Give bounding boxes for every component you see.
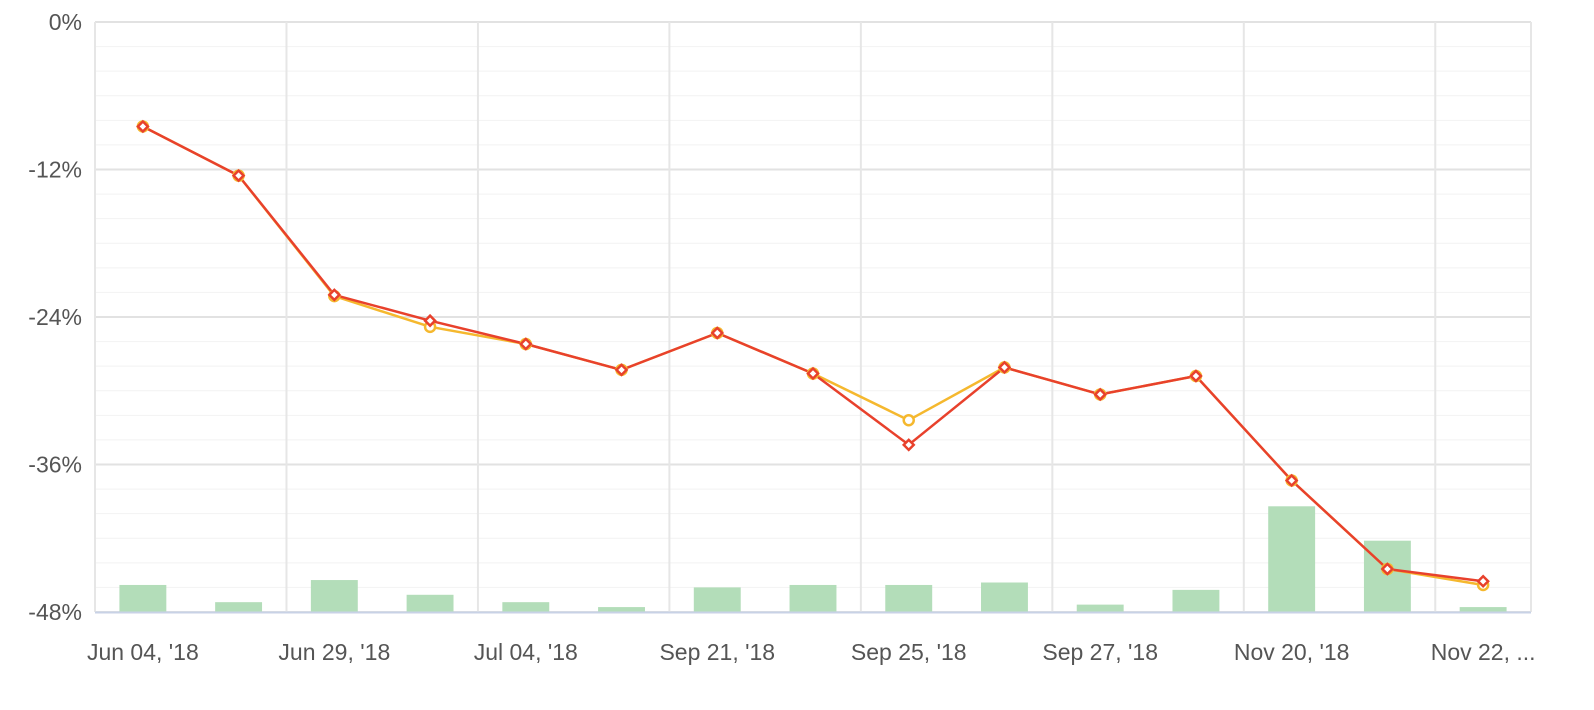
major-gridlines [95, 21, 1531, 613]
bar [1172, 589, 1220, 612]
data-point [614, 363, 629, 377]
data-point [1189, 369, 1203, 383]
data-point [902, 414, 915, 427]
bar [119, 584, 167, 612]
markers [136, 119, 1490, 592]
data-point [1093, 387, 1107, 402]
data-point [901, 438, 916, 452]
x-tick-label: Jun 04, '18 [87, 639, 199, 665]
bar [693, 587, 741, 612]
bar [1268, 506, 1316, 612]
data-point [1284, 473, 1299, 488]
x-tick-label: Jun 29, '18 [278, 639, 390, 665]
vertical-gridlines [94, 22, 1532, 612]
x-tick-label: Sep 27, '18 [1042, 639, 1158, 665]
x-axis-labels: Jun 04, '18 Jun 29, '18 Jul 04, '18 Sep 21,… [87, 639, 1536, 665]
data-point [710, 326, 725, 340]
data-point [997, 360, 1012, 375]
data-point [1380, 562, 1395, 576]
y-tick-label: -48% [28, 599, 82, 625]
bar [502, 602, 550, 612]
bar [310, 580, 358, 612]
bar [885, 584, 933, 612]
data-point [519, 337, 533, 351]
y-tick-label: -36% [28, 452, 82, 478]
x-tick-label: Sep 21, '18 [659, 639, 775, 665]
bar [1459, 607, 1507, 612]
data-point [423, 313, 437, 328]
data-point [806, 366, 820, 381]
y-axis-labels: 0% -12% -24% -36% -48% [28, 9, 82, 625]
x-tick-label: Sep 25, '18 [851, 639, 967, 665]
bar [406, 594, 454, 612]
data-point [136, 119, 150, 134]
bar [215, 602, 263, 612]
x-tick-label: Nov 22, ... [1431, 639, 1536, 665]
y-tick-label: -12% [28, 157, 82, 183]
bar [981, 582, 1028, 612]
y-tick-label: -24% [28, 304, 82, 330]
bar [789, 584, 837, 612]
bar [1076, 604, 1124, 612]
x-tick-label: Nov 20, '18 [1234, 639, 1350, 665]
data-point [231, 168, 246, 183]
bar [598, 607, 645, 612]
data-point [1476, 574, 1490, 589]
data-point [327, 288, 342, 302]
y-tick-label: 0% [49, 9, 82, 35]
minor-gridlines [95, 46, 1531, 588]
x-tick-label: Jul 04, '18 [474, 639, 578, 665]
bar-series [119, 506, 1507, 612]
bar [1363, 540, 1411, 612]
